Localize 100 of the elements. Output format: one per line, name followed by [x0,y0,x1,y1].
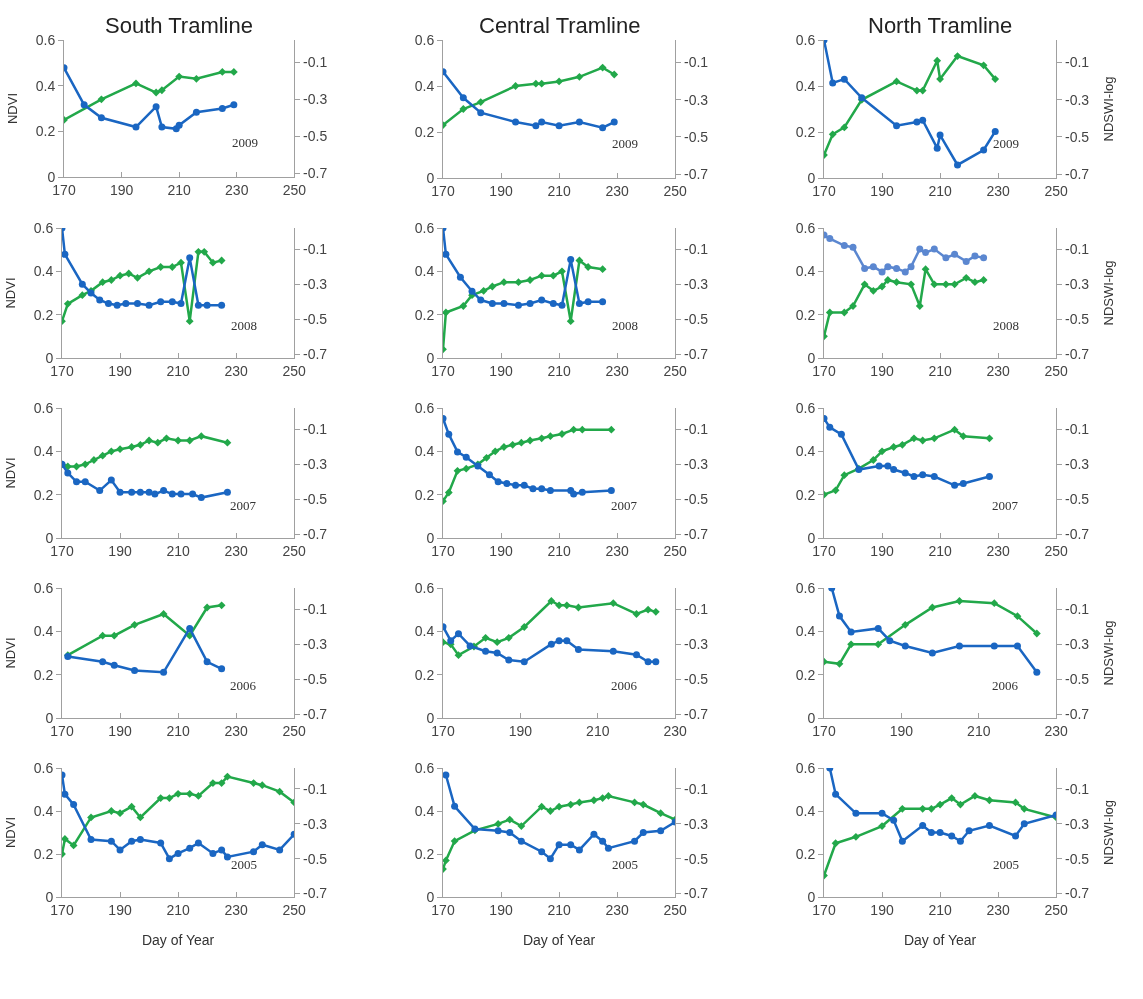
x-tick-label: 230 [224,362,249,379]
y2-tick-label: -0.5 [303,128,328,145]
y2-tick-label: -0.7 [302,346,328,363]
y-tick-label: 0.6 [795,579,816,596]
x-tick-label: 190 [489,182,513,199]
x-tick-label: 250 [663,901,688,918]
y2-tick-label: -0.3 [1064,276,1090,293]
x-tick-label: 250 [1044,182,1069,199]
chart-title: Central Tramline [479,13,641,38]
annotation: 2006 [992,678,1019,693]
y2-tick-label: -0.3 [683,456,709,473]
chart-title: North Tramline [868,13,1013,38]
y2-tick-label: -0.3 [683,636,709,653]
y-tick-label: 0.2 [414,486,435,503]
y-tick-label: 0.6 [414,31,435,48]
x-tick-label: 210 [586,722,610,739]
y2-tick-label: -0.5 [1064,311,1090,328]
y-tick-label: 0.6 [414,759,435,776]
x-tick-label: 210 [967,722,991,739]
annotation: 2007 [611,498,638,513]
y-tick-label: 0.4 [795,77,816,94]
y-tick-label: 0.4 [414,77,435,94]
y-tick-label: 0.6 [795,759,816,776]
y2-tick-label: -0.7 [683,166,709,183]
x-tick-label: 210 [928,362,952,379]
y2-tick-label: -0.1 [303,54,328,71]
x-tick-label: 250 [1044,542,1069,559]
y2-axis-title: NDSWI-log [1100,76,1116,142]
y-tick-label: 0.6 [414,219,435,236]
y2-tick-label: -0.7 [1064,885,1090,902]
y2-tick-label: -0.5 [683,311,709,328]
y-tick-label: 0.2 [795,306,816,323]
annotation: 2005 [612,857,638,872]
y2-tick-label: -0.1 [1064,54,1090,71]
x-tick-label: 210 [166,901,190,918]
y-tick-label: 0.2 [414,306,435,323]
y-tick-label: 0.2 [414,123,435,140]
x-axis-title: Day of Year [141,932,215,949]
x-tick-label: 190 [108,722,132,739]
y2-tick-label: -0.5 [302,311,328,328]
x-tick-label: 230 [224,542,249,559]
x-tick-label: 230 [986,182,1011,199]
y-tick-label: 0.2 [33,666,54,683]
x-tick-label: 230 [605,182,630,199]
annotation: 2007 [230,498,257,513]
x-tick-label: 190 [870,182,894,199]
x-tick-label: 250 [663,182,688,199]
y2-tick-label: -0.7 [302,526,328,543]
y2-tick-label: -0.7 [683,346,709,363]
y-tick-label: 0.4 [414,623,435,640]
y2-axis-title: NDSWI-log [1100,799,1116,866]
y2-tick-label: -0.3 [1064,815,1090,832]
y2-tick-label: -0.7 [683,706,709,723]
y-tick-label: 0.2 [414,666,435,683]
x-tick-label: 210 [547,542,571,559]
annotation: 2009 [993,136,1019,151]
y-axis-title: NDVI [4,92,20,125]
y-axis-title: NDVI [2,816,18,849]
y-tick-label: 0.4 [795,263,816,280]
y2-tick-label: -0.1 [683,780,709,797]
y2-tick-label: -0.1 [302,240,328,257]
x-tick-label: 230 [224,722,249,739]
x-tick-label: 210 [547,362,571,379]
x-tick-label: 210 [166,362,190,379]
x-tick-label: 230 [986,362,1011,379]
x-tick-label: 230 [225,181,249,198]
x-tick-label: 190 [109,181,134,198]
annotation: 2006 [230,678,257,693]
y2-tick-label: -0.3 [1064,91,1090,108]
annotation: 2006 [611,678,638,693]
y2-tick-label: -0.7 [1064,526,1090,543]
y-tick-label: 0.2 [35,123,56,140]
x-tick-label: 230 [605,542,630,559]
y-tick-label: 0.6 [33,219,54,236]
y2-tick-label: -0.1 [683,600,709,617]
x-tick-label: 230 [1044,722,1069,739]
x-tick-label: 210 [928,901,952,918]
y2-tick-label: -0.5 [1064,850,1090,867]
y-axis-title: NDVI [2,277,18,309]
x-tick-label: 190 [508,722,533,739]
y-tick-label: 0.4 [414,263,435,280]
y2-tick-label: -0.5 [1064,128,1090,145]
x-tick-label: 230 [605,901,630,918]
annotation: 2008 [231,318,257,333]
x-tick-label: 250 [282,542,307,559]
y2-tick-label: -0.3 [302,456,328,473]
x-tick-label: 250 [282,722,307,739]
y-tick-label: 0.2 [33,486,54,503]
y-tick-label: 0.6 [414,399,435,416]
annotation: 2005 [231,857,257,872]
y2-tick-label: -0.1 [683,54,709,71]
y-tick-label: 0.4 [795,623,816,640]
x-tick-label: 190 [870,362,894,379]
y2-tick-label: -0.7 [303,165,328,182]
y-axis-title: NDVI [2,457,18,489]
y-tick-label: 0.4 [33,623,54,640]
y-axis-title: NDVI [2,637,18,669]
x-tick-label: 210 [928,182,952,199]
y2-tick-label: -0.7 [1064,166,1090,183]
y2-tick-label: -0.3 [683,815,709,832]
